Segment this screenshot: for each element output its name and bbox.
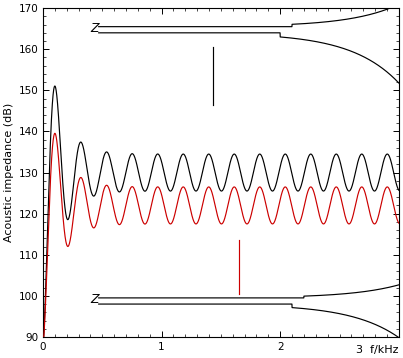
Text: Z: Z (90, 22, 99, 35)
Text: 3  f/kHz: 3 f/kHz (356, 345, 399, 355)
Text: Z: Z (90, 294, 99, 306)
Y-axis label: Acoustic impedance (dB): Acoustic impedance (dB) (4, 103, 14, 242)
